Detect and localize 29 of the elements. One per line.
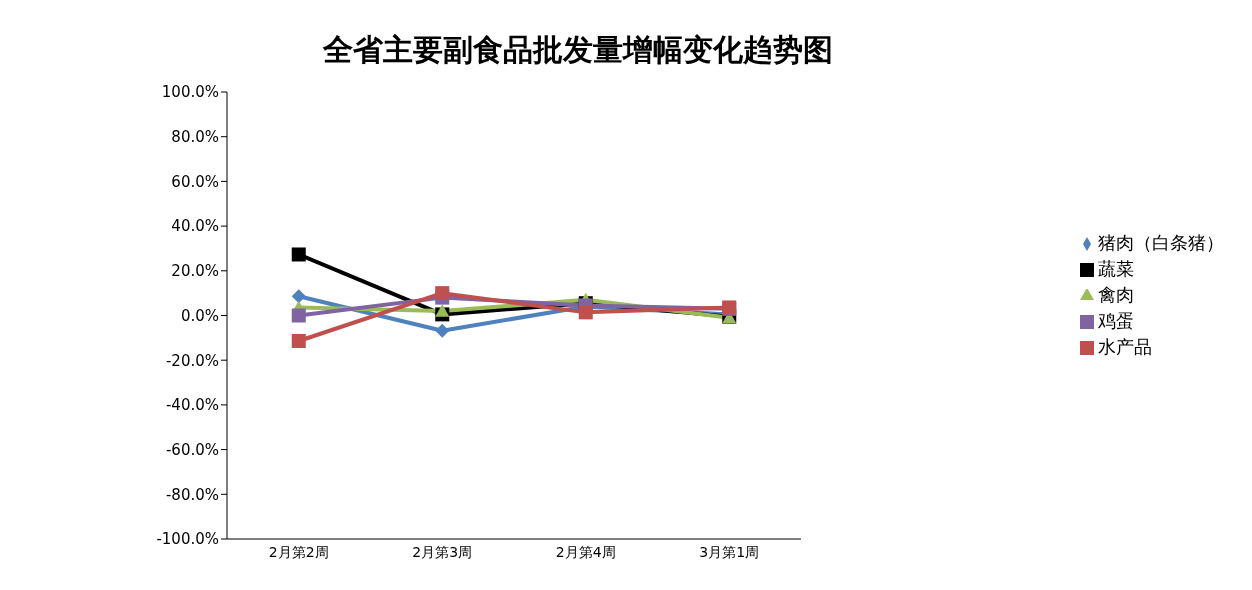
y-tick-label: 0.0% — [180, 306, 219, 325]
y-tick-label: 60.0% — [171, 172, 219, 191]
y-tick-label: -40.0% — [165, 396, 219, 415]
point — [435, 323, 450, 338]
y-tick-label: -100.0% — [156, 530, 219, 549]
x-tick-label: 2月第3周 — [412, 543, 473, 560]
y-tick-label: -60.0% — [165, 440, 219, 459]
legend-label: 猪肉（白条猪） — [1098, 232, 1224, 253]
legend-label: 蔬菜 — [1098, 258, 1134, 279]
y-tick-label: -20.0% — [165, 351, 219, 370]
point — [291, 308, 306, 323]
chart-title: 全省主要副食品批发量增幅变化趋势图 — [322, 31, 834, 69]
point — [291, 289, 306, 304]
legend-label: 水产品 — [1098, 336, 1152, 357]
legend-label: 禽肉 — [1098, 284, 1134, 305]
y-tick-label: 100.0% — [161, 83, 219, 102]
y-tick-label: 20.0% — [171, 262, 219, 281]
point — [435, 304, 450, 317]
y-tick-label: -80.0% — [165, 485, 219, 504]
point — [435, 286, 450, 301]
x-tick-label: 2月第4周 — [555, 543, 616, 560]
point — [291, 333, 306, 348]
legend-label: 鸡蛋 — [1098, 310, 1134, 331]
y-tick-label: 40.0% — [171, 217, 219, 236]
x-tick-label: 3月第1周 — [699, 543, 760, 560]
y-tick-label: 80.0% — [171, 128, 219, 147]
point — [578, 305, 593, 320]
x-tick-label: 2月第2周 — [268, 543, 329, 560]
point — [291, 247, 306, 262]
